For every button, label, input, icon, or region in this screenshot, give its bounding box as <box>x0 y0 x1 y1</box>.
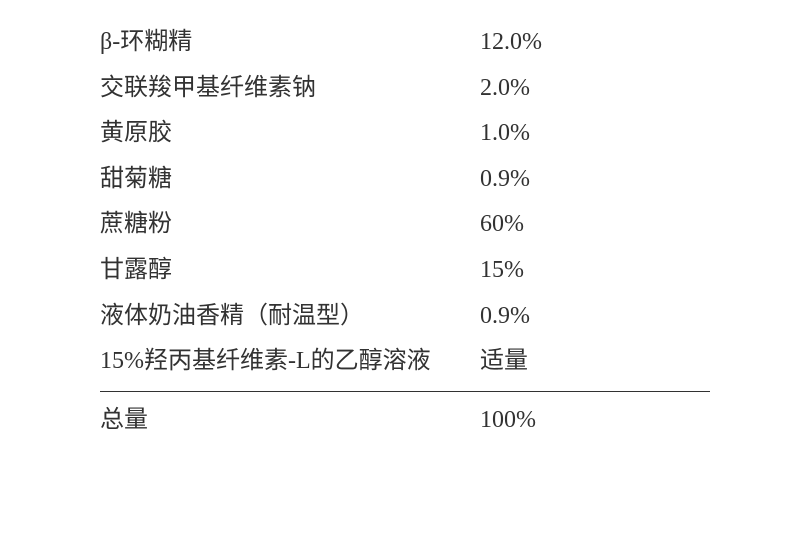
ingredient-value: 0.9% <box>480 294 710 340</box>
ingredient-value: 1.0% <box>480 111 710 157</box>
ingredient-label: 液体奶油香精（耐温型） <box>100 294 480 340</box>
ingredient-value: 60% <box>480 202 710 248</box>
ingredient-value: 适量 <box>480 339 710 385</box>
ingredient-table: β-环糊精 12.0% 交联羧甲基纤维素钠 2.0% 黄原胶 1.0% 甜菊糖 … <box>0 0 800 463</box>
ingredient-label: 甜菊糖 <box>100 157 480 203</box>
total-row: 总量 100% <box>100 398 710 444</box>
ingredient-label: 甘露醇 <box>100 248 480 294</box>
ingredient-label: 黄原胶 <box>100 111 480 157</box>
ingredient-value: 2.0% <box>480 66 710 112</box>
total-divider <box>100 391 710 392</box>
table-row: 甘露醇 15% <box>100 248 710 294</box>
total-value: 100% <box>480 398 710 444</box>
total-label: 总量 <box>100 398 480 444</box>
table-row: 蔗糖粉 60% <box>100 202 710 248</box>
ingredient-value: 15% <box>480 248 710 294</box>
table-row: 交联羧甲基纤维素钠 2.0% <box>100 66 710 112</box>
ingredient-value: 0.9% <box>480 157 710 203</box>
ingredient-value: 12.0% <box>480 20 710 66</box>
table-row: 液体奶油香精（耐温型） 0.9% <box>100 294 710 340</box>
table-row: 甜菊糖 0.9% <box>100 157 710 203</box>
ingredient-label: 交联羧甲基纤维素钠 <box>100 66 480 112</box>
ingredient-label: 蔗糖粉 <box>100 202 480 248</box>
ingredient-label: 15%羟丙基纤维素-L的乙醇溶液 <box>100 339 480 385</box>
ingredient-label: β-环糊精 <box>100 20 480 66</box>
table-row: β-环糊精 12.0% <box>100 20 710 66</box>
table-row: 黄原胶 1.0% <box>100 111 710 157</box>
table-row: 15%羟丙基纤维素-L的乙醇溶液 适量 <box>100 339 710 385</box>
